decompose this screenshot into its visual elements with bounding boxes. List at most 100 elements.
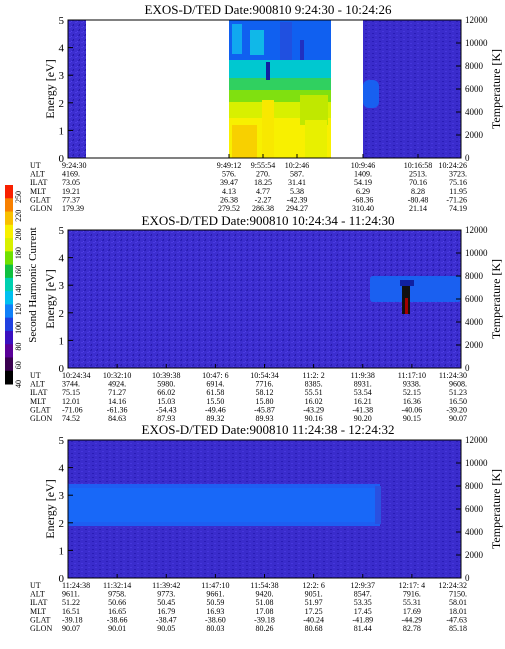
colorbar-tick-label: 200 — [14, 228, 23, 240]
orbit-cell: 58.01 — [449, 598, 467, 607]
orbit-cell: -49.46 — [205, 405, 226, 414]
y-tick-label: 0 — [59, 153, 65, 165]
orbit-cell: 53.35 — [354, 598, 372, 607]
colorbar-label: Second Harmonic Current — [27, 227, 39, 342]
orbit-row-label: MLT — [30, 607, 46, 616]
orbit-cell: -61.36 — [107, 405, 128, 414]
orbit-cell: 179.39 — [62, 204, 84, 213]
orbit-cell: 70.16 — [409, 178, 427, 187]
panel-3-y-axis-right: 0 2000 4000 6000 8000 10000 12000 — [456, 435, 488, 583]
orbit-cell: 82.78 — [403, 624, 421, 633]
orbit-cell: 3744. — [62, 380, 80, 389]
orbit-cell: -2.27 — [255, 195, 272, 204]
orbit-cell: -71.06 — [62, 405, 83, 414]
orbit-cell: 90.15 — [403, 414, 421, 423]
panel-2-ylabel-right: Temperature [K] — [489, 259, 503, 339]
orbit-cell: 8931. — [354, 380, 372, 389]
y-tick-label: 1 — [59, 545, 65, 557]
orbit-cell: 11:54:38 — [250, 581, 278, 590]
panel-1-y-axis: 0 1 2 3 4 5 — [59, 15, 73, 165]
orbit-cell: 9608. — [449, 380, 467, 389]
colorbar-swatch — [5, 344, 13, 358]
panel-1-ylabel-right: Temperature [K] — [489, 49, 503, 129]
orbit-cell: -45.87 — [254, 405, 275, 414]
colorbar-swatch — [5, 277, 13, 292]
panel-2-features — [370, 276, 461, 314]
orbit-cell: 3723. — [449, 170, 467, 179]
orbit-cell: 84.63 — [108, 414, 126, 423]
orbit-cell: 74.19 — [449, 204, 467, 213]
y-right-tick-label: 2000 — [465, 550, 484, 560]
orbit-row-label: ALT — [30, 380, 45, 389]
orbit-row-label: ILAT — [30, 388, 47, 397]
y-tick-label: 3 — [59, 280, 65, 292]
panel-3-ylabel: Energy [eV] — [43, 479, 57, 538]
panel-1-block-start — [68, 20, 86, 158]
orbit-cell: 55.51 — [305, 388, 323, 397]
orbit-cell: 279.52 — [218, 204, 240, 213]
orbit-cell: -38.47 — [156, 615, 177, 624]
orbit-cell: 270. — [256, 170, 270, 179]
orbit-cell: 90.07 — [62, 624, 80, 633]
orbit-cell: -68.36 — [353, 195, 374, 204]
orbit-cell: 39.47 — [220, 178, 238, 187]
y-right-tick-label: 2000 — [465, 340, 484, 350]
orbit-cell: 75.15 — [62, 388, 80, 397]
orbit-cell: 10:24:26 — [439, 161, 467, 170]
y-tick-label: 2 — [59, 518, 65, 530]
orbit-cell: -44.29 — [402, 615, 423, 624]
orbit-cell: 10:2:46 — [285, 161, 309, 170]
colorbar-tick-label: 180 — [14, 247, 23, 259]
orbit-cell: 17.45 — [354, 607, 372, 616]
orbit-cell: 11:9:38 — [351, 371, 375, 380]
orbit-cell: -80.48 — [408, 195, 429, 204]
orbit-cell: 9420. — [256, 590, 274, 599]
colorbar-swatch — [5, 317, 13, 332]
orbit-cell: 89.93 — [256, 414, 274, 423]
y-tick-label: 5 — [59, 225, 65, 237]
orbit-cell: 9773. — [157, 590, 175, 599]
orbit-row-label: ALT — [30, 590, 45, 599]
y-right-tick-label: 10000 — [465, 458, 488, 468]
orbit-cell: 51.97 — [305, 598, 323, 607]
colorbar-tick-label: 160 — [14, 266, 23, 278]
y-right-tick-label: 12000 — [465, 225, 488, 235]
orbit-row-label: MLT — [30, 187, 46, 196]
orbit-cell: 10:16:58 — [404, 161, 432, 170]
colorbar-ticks: 40 60 80 100 120 140 160 180 200 220 250 — [14, 191, 23, 388]
orbit-cell: 51.23 — [449, 388, 467, 397]
colorbar-tick-label: 80 — [14, 343, 23, 351]
panel-3-ylabel-right: Temperature [K] — [489, 469, 503, 549]
orbit-cell: -41.89 — [352, 615, 373, 624]
orbit-cell: 7716. — [256, 380, 274, 389]
panel-3-features — [68, 484, 381, 526]
orbit-cell: 9661. — [206, 590, 224, 599]
orbit-cell: 17.25 — [305, 607, 323, 616]
panel-3-title: EXOS-D/TED Date:900810 11:24:38 - 12:24:… — [142, 422, 395, 437]
orbit-cell: 12:9:37 — [351, 581, 375, 590]
orbit-row-label: GLAT — [30, 405, 51, 414]
orbit-row-label: GLON — [30, 414, 52, 423]
y-right-tick-label: 10000 — [465, 38, 488, 48]
panel-3-orbit-table: UTALTILATMLTGLATGLON11:24:389611.51.2216… — [30, 574, 467, 633]
orbit-cell: 12:2: 6 — [302, 581, 324, 590]
orbit-cell: 4924. — [108, 380, 126, 389]
orbit-cell: 16.50 — [449, 397, 467, 406]
panel-2-y-axis-right: 0 2000 4000 6000 8000 10000 12000 — [456, 225, 488, 373]
y-right-tick-label: 6000 — [465, 84, 484, 94]
orbit-cell: 50.59 — [206, 598, 224, 607]
orbit-cell: 12:17: 4 — [399, 581, 425, 590]
orbit-cell: 11:24:38 — [62, 581, 90, 590]
orbit-cell: 17.08 — [256, 607, 274, 616]
orbit-cell: 5980. — [157, 380, 175, 389]
orbit-cell: -42.39 — [287, 195, 308, 204]
orbit-row-label: GLAT — [30, 615, 51, 624]
colorbar-swatch — [5, 211, 13, 226]
orbit-cell: 16.65 — [108, 607, 126, 616]
y-tick-label: 1 — [59, 335, 65, 347]
orbit-cell: 11:2: 2 — [303, 371, 325, 380]
orbit-cell: 10:47: 6 — [202, 371, 228, 380]
orbit-row-label: UT — [30, 371, 41, 380]
